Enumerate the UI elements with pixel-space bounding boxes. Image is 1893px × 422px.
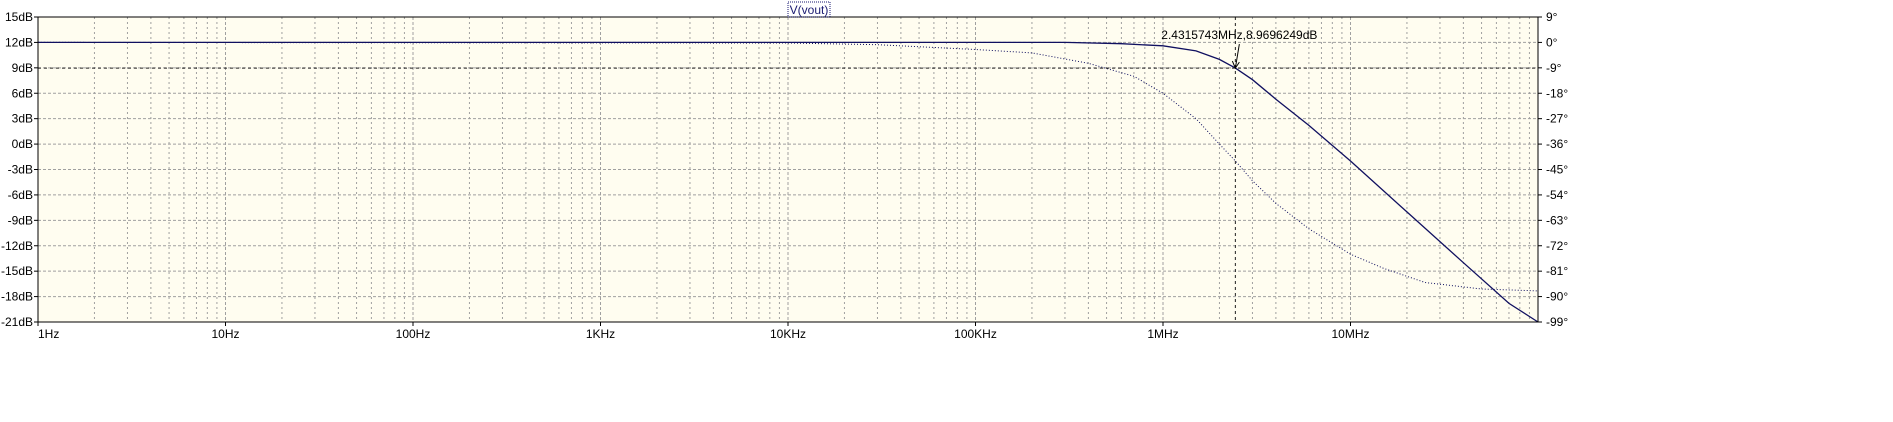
x-tick-label: 10KHz	[770, 327, 806, 341]
left-tick-label: -18dB	[1, 290, 33, 304]
cursor-readout: 2.4315743MHz,8.9696249dB	[1161, 28, 1317, 42]
left-axis: 15dB 12dB 9dB 6dB 3dB 0dB -3dB -6dB -9dB -12dB -15…	[1, 10, 38, 329]
right-tick-label: -45°	[1546, 163, 1568, 177]
right-tick-label: 9°	[1546, 10, 1558, 24]
right-tick-label: 0°	[1546, 35, 1558, 49]
right-tick-label: -81°	[1546, 264, 1568, 278]
right-tick-label: -54°	[1546, 188, 1568, 202]
cursor-arrowhead-icon	[1231, 60, 1240, 70]
left-tick-label: 3dB	[12, 112, 33, 126]
cursor: 2.4315743MHz,8.9696249dB	[38, 17, 1538, 322]
left-tick-label: -6dB	[8, 188, 33, 202]
right-tick-label: -27°	[1546, 112, 1568, 126]
right-tick-label: -72°	[1546, 239, 1568, 253]
x-tick-label: 100KHz	[954, 327, 997, 341]
left-tick-label: -9dB	[8, 213, 33, 227]
right-tick-label: -36°	[1546, 137, 1568, 151]
right-tick-label: -99°	[1546, 315, 1568, 329]
left-tick-label: 12dB	[5, 35, 33, 49]
x-tick-label: 10MHz	[1331, 327, 1369, 341]
x-tick-label: 1Hz	[38, 327, 59, 341]
left-tick-label: 6dB	[12, 86, 33, 100]
left-tick-label: 9dB	[12, 61, 33, 75]
x-tick-label: 1MHz	[1147, 327, 1178, 341]
right-axis: 9° 0° -9° -18° -27° -36° -45° -54° -63° -72° -81° -…	[1538, 10, 1568, 329]
chart-title-box	[787, 1, 831, 18]
left-tick-label: -12dB	[1, 239, 33, 253]
x-tick-label: 10Hz	[211, 327, 239, 341]
left-tick-label: -21dB	[1, 315, 33, 329]
x-tick-label: 1KHz	[586, 327, 615, 341]
cursor-pointer-icon	[1234, 44, 1240, 69]
x-tick-label: 100Hz	[396, 327, 431, 341]
chart-title-group[interactable]: V(vout)	[787, 1, 831, 18]
left-tick-label: -3dB	[8, 163, 33, 177]
right-tick-label: -18°	[1546, 86, 1568, 100]
right-tick-label: -9°	[1546, 61, 1562, 75]
right-tick-label: -90°	[1546, 290, 1568, 304]
left-tick-label: -15dB	[1, 264, 33, 278]
right-tick-label: -63°	[1546, 213, 1568, 227]
left-tick-label: 0dB	[12, 137, 33, 151]
x-axis: 1Hz 10Hz 100Hz 1KHz 10KHz 100KHz 1MHz 10MHz	[37, 322, 1370, 341]
chart-title: V(vout)	[790, 3, 829, 17]
left-tick-label: 15dB	[5, 10, 33, 24]
